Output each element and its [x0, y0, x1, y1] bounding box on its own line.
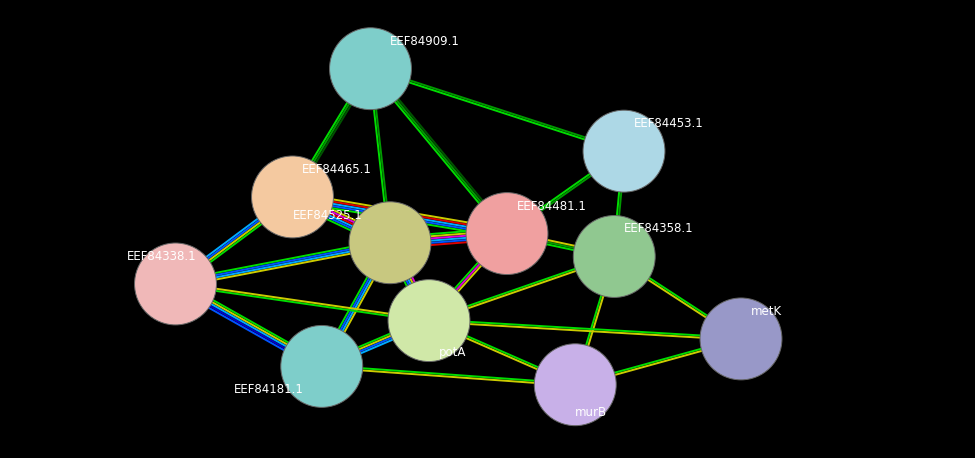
Circle shape: [388, 280, 470, 361]
Text: EEF84481.1: EEF84481.1: [517, 200, 587, 213]
Text: EEF84181.1: EEF84181.1: [234, 383, 304, 396]
Circle shape: [583, 110, 665, 192]
Circle shape: [135, 243, 216, 325]
Circle shape: [349, 202, 431, 284]
Circle shape: [700, 298, 782, 380]
Circle shape: [252, 156, 333, 238]
Text: potA: potA: [439, 346, 466, 359]
Text: EEF84525.1: EEF84525.1: [292, 209, 363, 222]
Text: metK: metK: [751, 305, 782, 318]
Text: EEF84453.1: EEF84453.1: [634, 117, 704, 130]
Text: EEF84358.1: EEF84358.1: [624, 223, 693, 235]
Text: EEF84465.1: EEF84465.1: [302, 163, 372, 176]
Circle shape: [330, 28, 411, 109]
Text: murB: murB: [575, 406, 607, 419]
Circle shape: [281, 326, 363, 407]
Circle shape: [534, 344, 616, 425]
Circle shape: [466, 193, 548, 274]
Text: EEF84338.1: EEF84338.1: [127, 250, 196, 263]
Text: EEF84909.1: EEF84909.1: [390, 35, 460, 48]
Circle shape: [573, 216, 655, 297]
